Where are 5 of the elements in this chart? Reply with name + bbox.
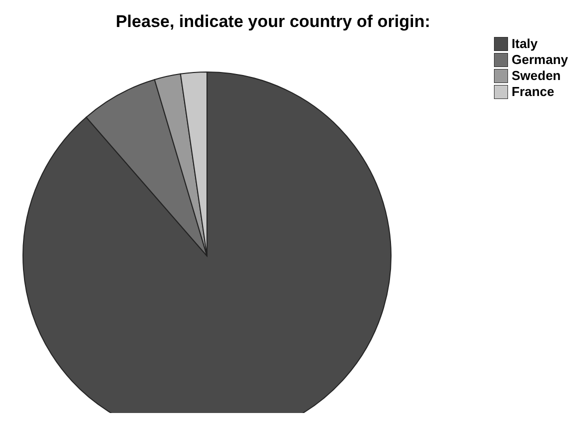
legend-label: Germany [512,52,568,68]
chart-title: Please, indicate your country of origin: [114,12,432,32]
legend-label: France [512,84,554,100]
legend-label: Italy [512,36,538,52]
legend-label: Sweden [512,68,561,84]
